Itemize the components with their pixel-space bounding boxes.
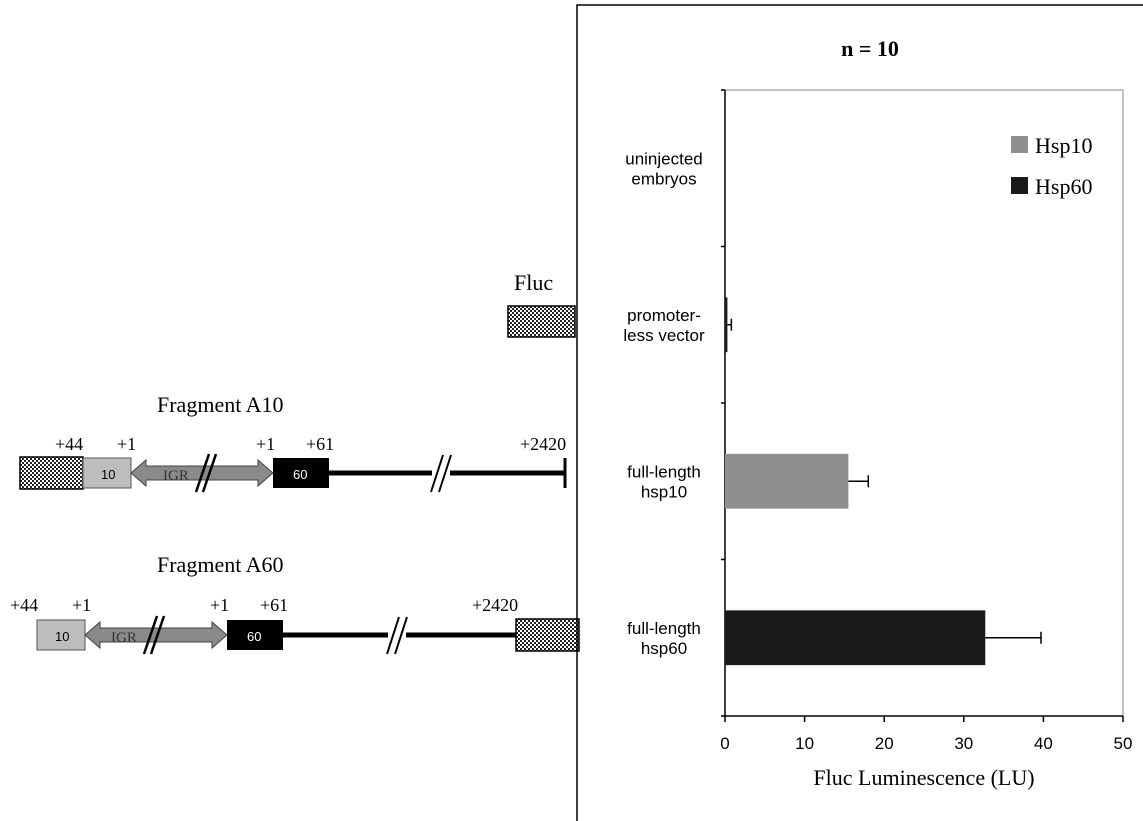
fluc-label: Fluc: [514, 270, 553, 295]
a10-label-plus44: +44: [55, 434, 83, 454]
chart-title: n = 10: [841, 36, 899, 61]
a10-box-60-label: 60: [293, 467, 307, 482]
category-label-line: embryos: [631, 169, 696, 188]
a10-label-plus2420: +2420: [520, 434, 566, 454]
category-label-line: full-length: [627, 619, 701, 638]
category-label-line: full-length: [627, 462, 701, 481]
fragment-a60: Fragment A60 +44 +1 +1 +61 +2420 10 IGR …: [10, 552, 580, 655]
a10-label-plus1-left: +1: [117, 434, 136, 454]
x-tick-label: 10: [795, 734, 814, 753]
x-axis-ticks: 0 10 20 30 40 50: [720, 716, 1132, 753]
y-axis-ticks: [721, 89, 725, 717]
a10-fluc-box: [19, 456, 84, 490]
a10-box-60: [273, 458, 329, 488]
category-label: full-length hsp60: [627, 619, 701, 658]
x-tick-label: 50: [1114, 734, 1133, 753]
fragment-a10: Fragment A10 +44 +1 +1 +61 +2420 10 IGR …: [19, 392, 567, 493]
a10-break-2-gap: [432, 455, 450, 491]
legend-label-hsp10: Hsp10: [1035, 133, 1092, 158]
a10-label-plus61: +61: [306, 434, 334, 454]
bar-hsp60-cat3: [725, 610, 986, 666]
a60-label-plus44: +44: [10, 595, 38, 615]
a60-label-plus2420: +2420: [472, 595, 518, 615]
category-label-line: less vector: [623, 326, 705, 345]
category-labels: uninjected embryos promoter-less vector ful…: [623, 149, 705, 658]
promoter-diagram: Fluc Fragment A10 +44 +1 +1 +61 +2420 10…: [10, 270, 580, 655]
a10-box-10-label: 10: [101, 467, 115, 482]
a10-box-10: [82, 457, 132, 489]
fragment-a10-title: Fragment A10: [157, 392, 284, 417]
a60-break-1b: [149, 615, 166, 655]
bars: [725, 297, 1042, 666]
a60-box-60: [227, 620, 283, 650]
a10-label-plus1-right: +1: [256, 434, 275, 454]
a60-fluc-box: [515, 618, 580, 652]
legend: Hsp10 Hsp60: [1011, 133, 1092, 199]
a10-break-1a: [194, 453, 211, 493]
category-label-line: promoter-: [627, 306, 701, 325]
chart-frame: [576, 4, 1143, 821]
chart-panel: n = 10 0 10 20 30 40 50 uninjected embryos prom…: [576, 4, 1143, 821]
x-tick-label: 30: [954, 734, 973, 753]
legend-label-hsp60: Hsp60: [1035, 174, 1092, 199]
x-tick-label: 40: [1034, 734, 1053, 753]
a60-box-10: [36, 619, 86, 651]
legend-swatch-hsp10: [1011, 136, 1028, 153]
x-tick-label: 0: [720, 734, 729, 753]
a60-label-plus61: +61: [260, 595, 288, 615]
category-label: full-length hsp10: [627, 462, 701, 501]
category-label-line: uninjected: [625, 149, 703, 168]
category-label-line: hsp60: [641, 639, 687, 658]
a60-break-2b: [394, 616, 408, 655]
fluc-box: [507, 305, 576, 338]
a60-label-plus1-left: +1: [72, 595, 91, 615]
bar-hsp60-cat1: [725, 297, 728, 353]
fragment-a60-title: Fragment A60: [157, 552, 284, 577]
a10-igr-label: IGR: [163, 468, 189, 484]
a10-break-2a: [430, 454, 444, 493]
a60-box-10-label: 10: [55, 629, 69, 644]
a60-break-2a: [386, 616, 400, 655]
a60-break-2-gap: [388, 617, 406, 653]
a10-break-1b: [201, 453, 218, 493]
a60-label-plus1-right: +1: [210, 595, 229, 615]
category-label: promoter-less vector: [623, 306, 705, 345]
x-tick-label: 20: [875, 734, 894, 753]
a60-igr-arrow: [84, 620, 228, 650]
a60-break-1a: [142, 615, 159, 655]
a60-igr-label: IGR: [111, 630, 137, 646]
category-label: uninjected embryos: [625, 149, 703, 188]
a60-box-60-label: 60: [247, 629, 261, 644]
legend-swatch-hsp60: [1011, 177, 1028, 194]
category-label-line: hsp10: [641, 482, 687, 501]
a10-break-2b: [438, 454, 452, 493]
x-axis-label: Fluc Luminescence (LU): [813, 765, 1034, 790]
bar-hsp10-cat2: [725, 453, 849, 509]
